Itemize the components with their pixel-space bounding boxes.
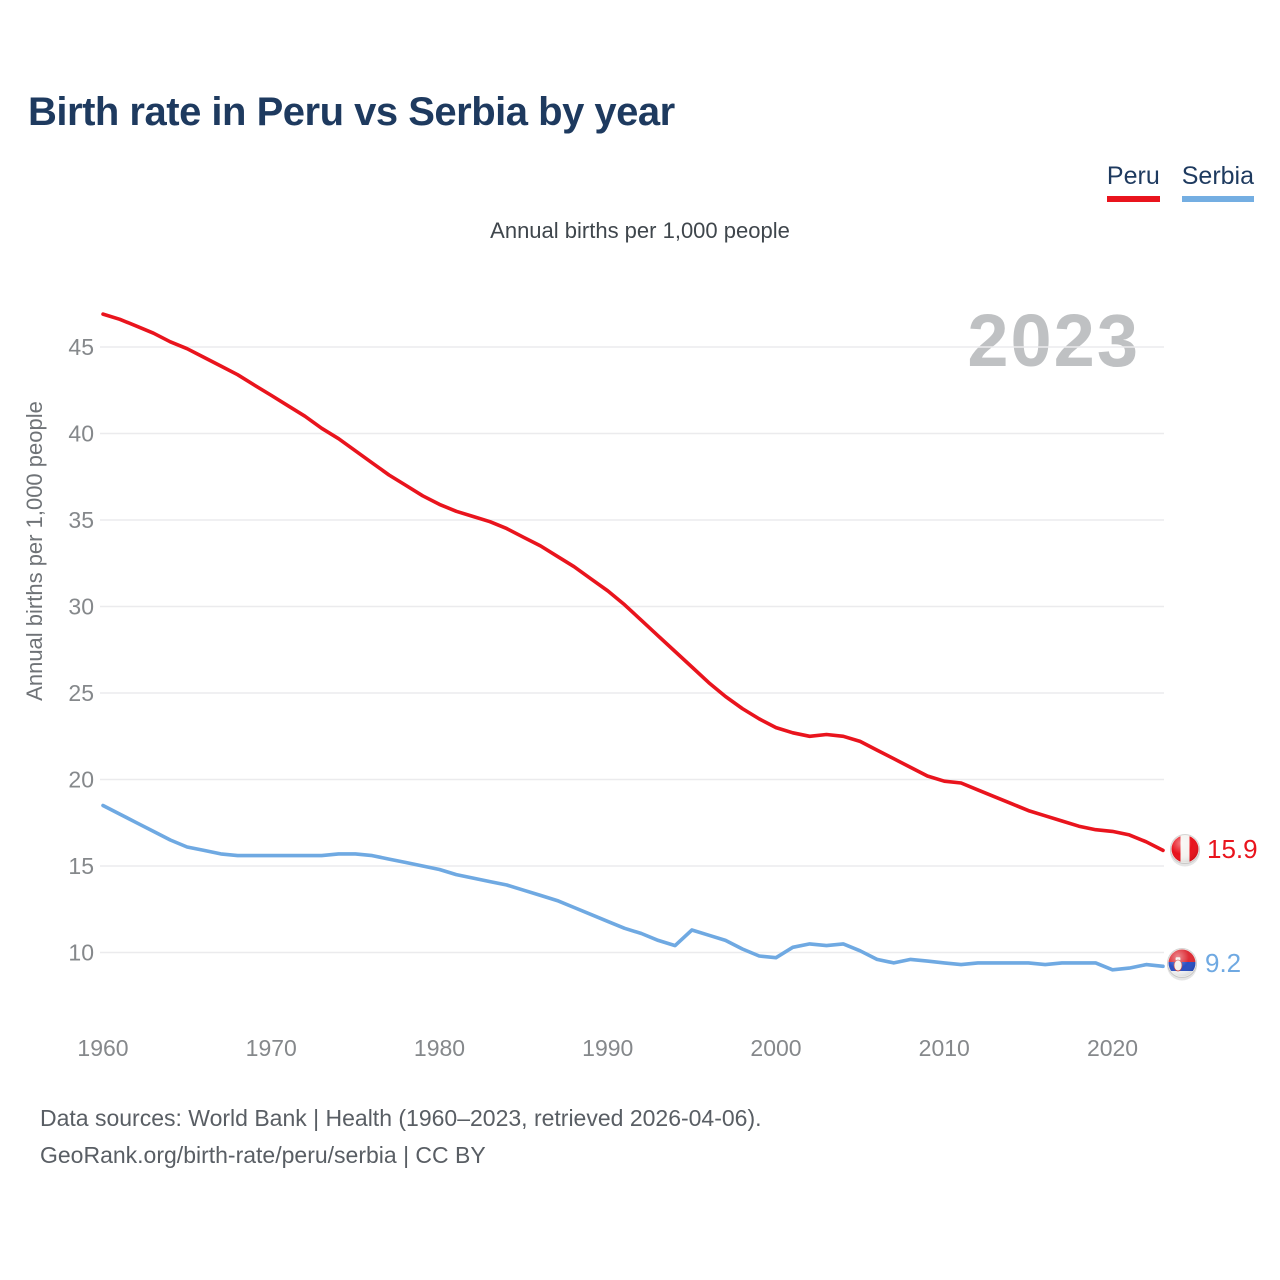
y-tick-label: 25 (68, 680, 94, 706)
y-tick-label: 45 (68, 334, 94, 360)
y-tick-label: 30 (68, 594, 94, 620)
y-tick-label: 10 (68, 940, 94, 966)
x-tick-label: 1970 (246, 1035, 297, 1061)
footer-attribution: GeoRank.org/birth-rate/peru/serbia | CC … (40, 1141, 486, 1168)
peru-flag-icon (1170, 834, 1200, 867)
legend-item-serbia[interactable]: Serbia (1181, 162, 1254, 202)
chart-subtitle: Annual births per 1,000 people (490, 218, 790, 243)
footer-sources: Data sources: World Bank | Health (1960–… (40, 1105, 762, 1131)
y-axis-title: Annual births per 1,000 people (22, 401, 47, 701)
peru-flag-gloss (1171, 835, 1199, 863)
serbia-flag-icon (1167, 948, 1197, 981)
birth-rate-chart: 2023 10 15 20 25 30 35 40 45 1960 1970 1980 1990 2000… (22, 299, 1258, 1061)
legend-item-peru-label: Peru (1106, 162, 1160, 190)
y-tick-label: 40 (68, 421, 94, 447)
x-tick-label: 1990 (582, 1035, 633, 1061)
x-tick-label: 2000 (750, 1035, 801, 1061)
y-tick-label: 20 (68, 767, 94, 793)
serbia-flag-gloss (1168, 949, 1196, 977)
x-tick-label: 1960 (77, 1035, 128, 1061)
peru-line[interactable] (101, 312, 1165, 853)
legend-item-serbia-label: Serbia (1181, 162, 1254, 190)
legend: Peru Serbia (1106, 162, 1254, 202)
x-tick-label: 1980 (414, 1035, 465, 1061)
y-tick-label: 15 (68, 853, 94, 879)
x-tick-label: 2020 (1087, 1035, 1138, 1061)
watermark-year: 2023 (967, 299, 1140, 382)
x-tick-label: 2010 (919, 1035, 970, 1061)
y-tick-label: 35 (68, 507, 94, 533)
legend-item-peru[interactable]: Peru (1106, 162, 1160, 202)
peru-end-value: 15.9 (1207, 834, 1258, 864)
serbia-line[interactable] (101, 803, 1165, 972)
footer: Data sources: World Bank | Health (1960–… (40, 1100, 762, 1174)
serbia-end-value: 9.2 (1205, 948, 1241, 978)
page-title: Birth rate in Peru vs Serbia by year (28, 90, 675, 134)
